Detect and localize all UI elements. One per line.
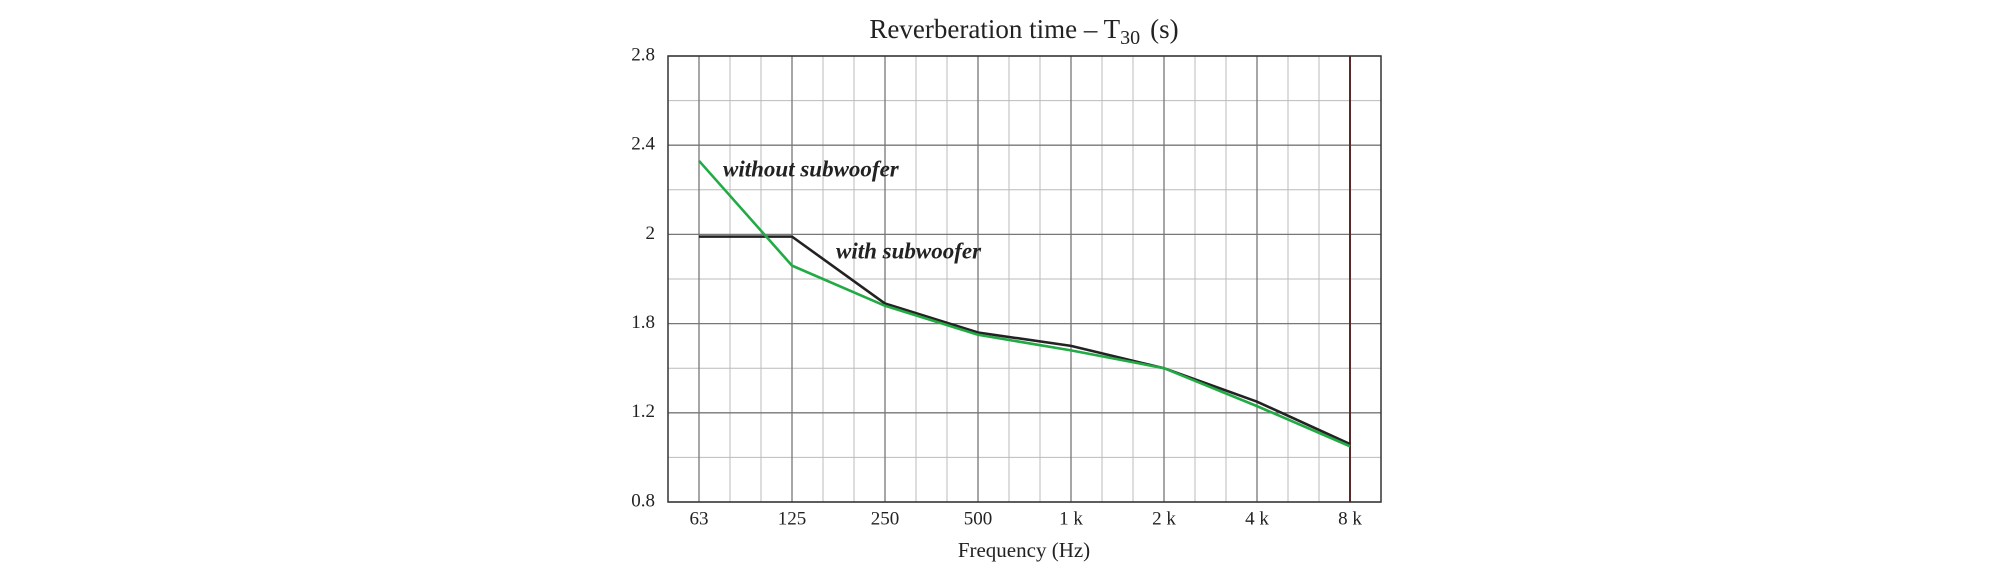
title-unit: (s) — [1150, 14, 1179, 44]
series-line — [698, 159, 1351, 448]
plot-frame — [667, 55, 1382, 503]
title-subscript: 30 — [1120, 27, 1140, 49]
x-tick-label: 125 — [778, 508, 807, 529]
y-tick-label: 1.2 — [631, 401, 655, 422]
y-tick-label: 1.8 — [631, 312, 655, 333]
x-tick-label: 250 — [871, 508, 900, 529]
x-tick-label: 4 k — [1245, 508, 1269, 529]
x-axis-label: Frequency (Hz) — [958, 538, 1090, 562]
x-tick-label: 63 — [690, 508, 709, 529]
series-line — [699, 235, 1351, 446]
y-tick-label: 2 — [646, 223, 656, 244]
chart-title: Reverberation time – T30 (s) — [869, 14, 1178, 48]
series-label: without subwoofer — [723, 156, 900, 181]
x-tick-label: 8 k — [1338, 508, 1362, 529]
x-tick-label: 500 — [964, 508, 993, 529]
x-tick-label: 1 k — [1059, 508, 1083, 529]
y-tick-label: 2.4 — [631, 134, 655, 155]
title-main: Reverberation time – T — [869, 14, 1120, 44]
series-label: with subwoofer — [836, 238, 982, 263]
x-tick-label: 2 k — [1152, 508, 1176, 529]
y-tick-label: 2.8 — [631, 44, 655, 65]
y-tick-label: 0.8 — [631, 490, 655, 511]
